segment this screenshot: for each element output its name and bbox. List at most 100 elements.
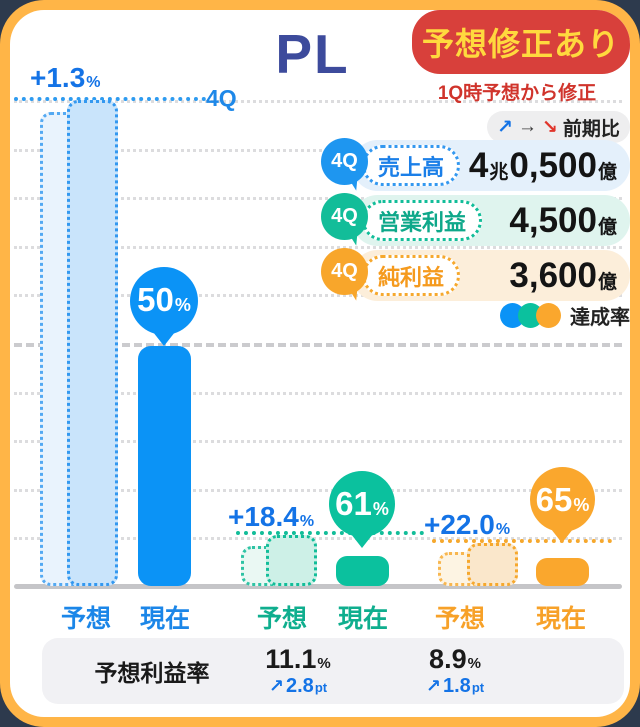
- opprofit-value-main: 4,500: [509, 200, 597, 240]
- opprofit-delta-unit: pt: [314, 680, 328, 695]
- revision-badge-note: 1Q時予想から修正: [437, 83, 597, 104]
- up-arrow-icon: ↗: [425, 676, 441, 696]
- opprofit-margin-value: 11.1%: [238, 644, 358, 675]
- netprofit-margin-unit: %: [467, 655, 481, 672]
- revenue-forecast-label: 予想: [60, 605, 111, 633]
- netprofit-forecast-label: 予想: [434, 605, 485, 633]
- opprofit-achievement-unit: %: [372, 499, 389, 519]
- trend-up-arrow-icon: ↗: [497, 116, 513, 138]
- opprofit-revision-unit: %: [299, 513, 315, 530]
- gridline: [14, 440, 622, 443]
- netprofit-delta-unit: pt: [471, 680, 485, 695]
- gridline: [14, 294, 622, 297]
- opprofit-unit-oku: 億: [597, 217, 617, 238]
- revenue-value: 4 兆 0,500 億: [430, 140, 618, 191]
- netprofit-achievement-bubble: 65%: [530, 467, 595, 532]
- netprofit-row-pill: 純利益: [362, 255, 461, 296]
- netprofit-current-bar: [536, 558, 589, 586]
- opprofit-revision-label: +18.4%: [228, 501, 314, 533]
- trend-flat-arrow-icon: →: [517, 116, 537, 137]
- gridline: [14, 149, 622, 152]
- revenue-forecast-bar: [67, 100, 118, 586]
- opprofit-bubble-tail: [351, 534, 373, 548]
- trend-legend: ↗ → ↘ 前期比: [487, 111, 630, 143]
- revenue-revision-value: +1.3: [30, 62, 86, 93]
- up-arrow-icon: ↗: [268, 676, 284, 696]
- revenue-current-bar: [138, 346, 191, 586]
- revenue-achievement-unit: %: [174, 295, 191, 315]
- opprofit-row-label: 営業利益: [378, 209, 467, 235]
- netprofit-delta-number: 1.8: [443, 675, 471, 697]
- revenue-revision-unit: %: [86, 74, 101, 91]
- axis-4q-tag: 4Q: [206, 85, 237, 111]
- gridline: [14, 197, 622, 200]
- netprofit-current-label: 現在: [535, 605, 586, 633]
- netprofit-achievement-unit: %: [573, 495, 590, 515]
- gridline: [14, 246, 622, 249]
- opprofit-4q-bubble: 4Q: [321, 193, 368, 240]
- baseline: [14, 584, 622, 589]
- opprofit-delta-number: 2.8: [286, 675, 314, 697]
- revision-badge: 予想修正あり: [412, 10, 630, 74]
- opprofit-current-label: 現在: [337, 605, 388, 633]
- opprofit-forecast-bar: [266, 535, 317, 586]
- gridline: [14, 537, 622, 540]
- netprofit-forecast-line: [432, 539, 612, 543]
- netprofit-revision-unit: %: [495, 521, 511, 538]
- opprofit-value: 4,500 億: [430, 195, 618, 246]
- revenue-achievement-bubble: 50%: [130, 267, 198, 335]
- revenue-forecast-line: [14, 97, 206, 101]
- achievement-legend: 達成率: [440, 301, 630, 329]
- netprofit-achievement-value: 65: [535, 481, 573, 518]
- netprofit-bubble-tail: [551, 529, 573, 543]
- revenue-bubble-tail: [153, 332, 175, 346]
- netprofit-margin-number: 8.9: [429, 644, 467, 674]
- opprofit-row-pill: 営業利益: [362, 200, 483, 241]
- revenue-value-trillions: 4: [468, 145, 489, 185]
- netprofit-unit-oku: 億: [597, 272, 617, 293]
- netprofit-margin-delta: ↗ 1.8 pt: [395, 675, 515, 698]
- netprofit-revision-label: +22.0%: [424, 509, 510, 541]
- netprofit-forecast-bar: [467, 543, 518, 586]
- revenue-unit-oku: 億: [597, 162, 617, 183]
- netprofit-revision-value: +22.0: [424, 509, 495, 540]
- page-title: PL: [275, 23, 350, 85]
- netprofit-value: 3,600 億: [430, 250, 618, 301]
- opprofit-margin-delta: ↗ 2.8 pt: [238, 675, 358, 698]
- revenue-current-label: 現在: [139, 605, 190, 633]
- opprofit-margin-number: 11.1: [265, 644, 317, 674]
- netprofit-4q-tag: 4Q: [331, 260, 358, 282]
- opprofit-margin-unit: %: [317, 655, 331, 672]
- revenue-4q-tag: 4Q: [331, 150, 358, 172]
- gridline: [14, 392, 622, 395]
- netprofit-row-label: 純利益: [378, 264, 445, 290]
- trend-legend-label: 前期比: [562, 118, 620, 140]
- opprofit-achievement-bubble: 61%: [329, 471, 395, 537]
- netprofit-4q-bubble: 4Q: [321, 248, 368, 295]
- revenue-unit-cho: 兆: [489, 162, 509, 183]
- revenue-4q-bubble: 4Q: [321, 138, 368, 185]
- gridline: [14, 489, 622, 492]
- margin-table-label: 予想利益率: [94, 660, 210, 686]
- opprofit-revision-value: +18.4: [228, 501, 299, 532]
- netprofit-value-main: 3,600: [509, 255, 597, 295]
- opprofit-forecast-line: [236, 531, 424, 535]
- revenue-achievement-value: 50: [137, 281, 174, 318]
- achievement-legend-label: 達成率: [570, 306, 630, 329]
- revision-badge-label: 予想修正あり: [421, 26, 620, 62]
- revenue-revision-label: +1.3%: [30, 62, 101, 94]
- netprofit-margin-value: 8.9%: [395, 644, 515, 675]
- opprofit-current-bar: [336, 556, 389, 586]
- gridline-50pct-dashed: [14, 343, 622, 347]
- margin-table: [42, 638, 624, 704]
- revenue-row-pill: 売上高: [362, 145, 461, 186]
- opprofit-forecast-label: 予想: [256, 605, 307, 633]
- revenue-value-oku: 0,500: [509, 145, 597, 185]
- opprofit-achievement-value: 61: [335, 485, 372, 522]
- trend-down-arrow-icon: ↘: [541, 116, 558, 138]
- gridline-100pct: [14, 100, 622, 103]
- revenue-row-label: 売上高: [378, 154, 445, 180]
- orange-dot-icon: [536, 302, 561, 328]
- opprofit-4q-tag: 4Q: [331, 205, 358, 227]
